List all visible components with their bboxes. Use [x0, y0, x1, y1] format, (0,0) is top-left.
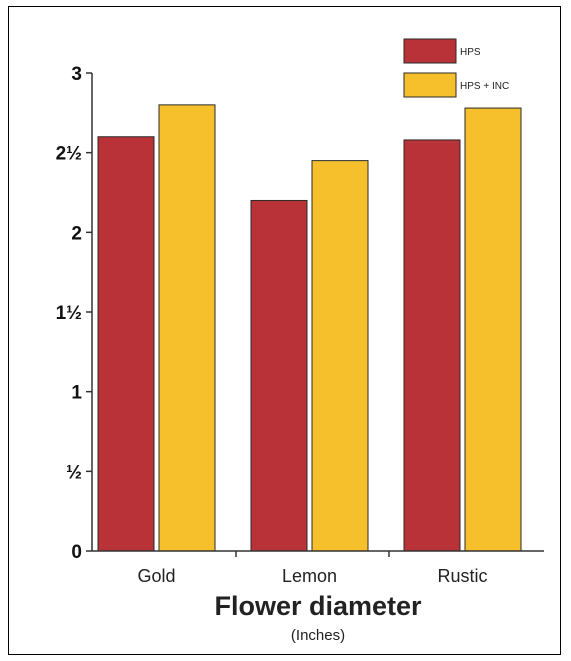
- y-tick-label: 1½: [56, 303, 82, 324]
- bar-rustic-series-2: [464, 107, 522, 552]
- x-tick-label: Rustic: [437, 566, 487, 586]
- x-axis-title: Flower diameter: [214, 591, 422, 621]
- bar-gold-series-2: [158, 104, 216, 552]
- x-tick-label: Lemon: [282, 566, 337, 586]
- legend-swatch: [403, 72, 457, 98]
- y-tick-label: 2½: [56, 144, 82, 165]
- legend: HPS HPS + INC: [403, 38, 509, 98]
- bar-lemon-series-2: [311, 160, 369, 552]
- x-tick-label: Gold: [137, 566, 175, 586]
- x-axis-unit: (Inches): [291, 627, 345, 644]
- y-tick-label: 3: [71, 64, 82, 85]
- legend-label: HPS + INC: [460, 81, 509, 92]
- bar-lemon-series-1: [250, 199, 308, 552]
- y-tick-label: 2: [71, 223, 82, 244]
- bar-gold-series-1: [97, 136, 155, 552]
- legend-swatch: [403, 38, 457, 64]
- y-tick-label: 0: [71, 542, 82, 563]
- bars-layer: [97, 104, 522, 552]
- legend-label: HPS: [460, 47, 481, 58]
- y-tick-label: ½: [66, 462, 82, 483]
- y-ticks: 0 ½ 1 1½ 2 2½ 3: [56, 64, 92, 563]
- y-tick-label: 1: [71, 383, 82, 404]
- bar-rustic-series-1: [403, 139, 461, 552]
- x-ticks: Gold Lemon Rustic: [137, 551, 488, 586]
